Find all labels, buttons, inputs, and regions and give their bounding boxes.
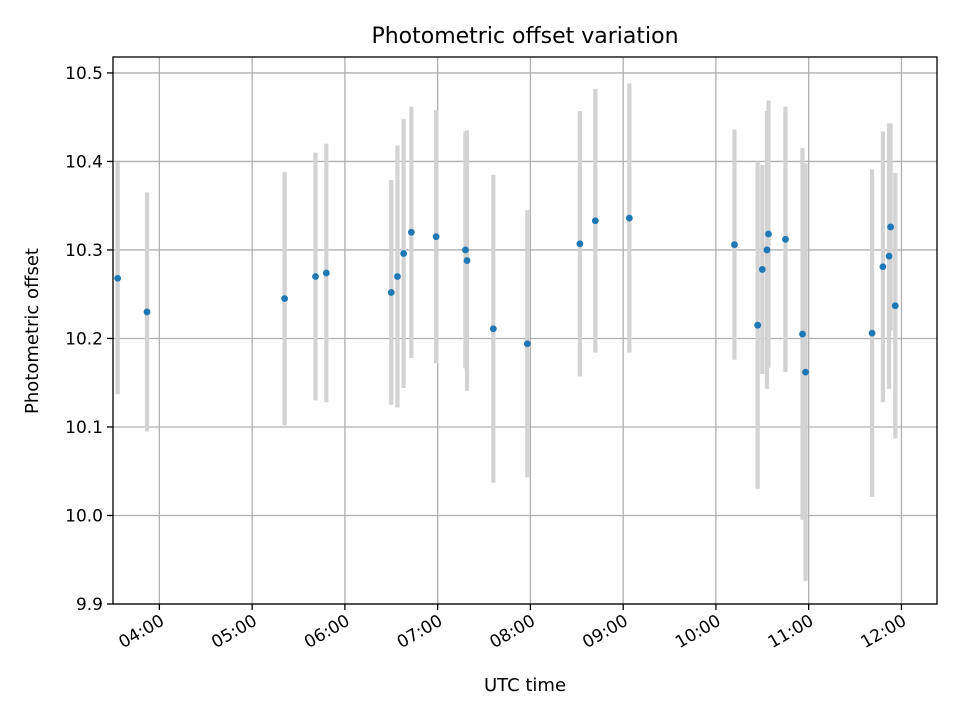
y-axis-ticks: 9.9 10.0 10.1 10.2 10.3 10.4 10.5 <box>65 64 113 615</box>
y-tick-label: 10.3 <box>65 241 103 261</box>
data-point <box>763 246 771 254</box>
data-point <box>489 325 497 333</box>
data-points <box>114 214 899 376</box>
data-point <box>625 214 633 222</box>
data-point <box>754 321 762 329</box>
data-point <box>879 263 887 271</box>
data-point <box>394 273 401 280</box>
data-point <box>462 246 469 254</box>
data-point <box>387 289 395 296</box>
y-tick-label: 10.0 <box>65 506 103 526</box>
y-tick-label: 9.9 <box>76 595 103 615</box>
data-point <box>591 217 599 225</box>
plot-frame <box>112 56 938 605</box>
data-point <box>802 368 809 376</box>
data-point <box>765 230 772 238</box>
y-tick-label: 10.2 <box>65 329 103 349</box>
x-axis-label: UTC time <box>484 675 566 696</box>
data-point <box>523 340 531 348</box>
data-point <box>281 295 289 303</box>
data-point <box>799 330 806 338</box>
y-axis-label: Photometric offset <box>22 248 43 414</box>
data-point <box>758 266 766 273</box>
data-point <box>891 302 899 310</box>
data-point <box>731 241 738 249</box>
y-tick-label: 10.1 <box>65 418 103 438</box>
data-point <box>114 274 122 282</box>
y-tick-label: 10.5 <box>65 64 103 84</box>
data-point <box>576 240 584 248</box>
data-point <box>312 273 319 280</box>
data-point <box>432 233 440 241</box>
grid-lines <box>113 57 937 605</box>
data-point <box>407 228 415 236</box>
data-point <box>885 252 893 260</box>
data-point <box>887 223 895 231</box>
data-point <box>322 269 330 277</box>
chart-title: Photometric offset variation <box>371 24 678 49</box>
data-point <box>463 257 471 264</box>
data-point <box>782 235 789 243</box>
data-point <box>868 329 876 337</box>
y-tick-label: 10.4 <box>65 152 103 172</box>
data-point <box>400 250 408 257</box>
data-point <box>143 308 151 316</box>
